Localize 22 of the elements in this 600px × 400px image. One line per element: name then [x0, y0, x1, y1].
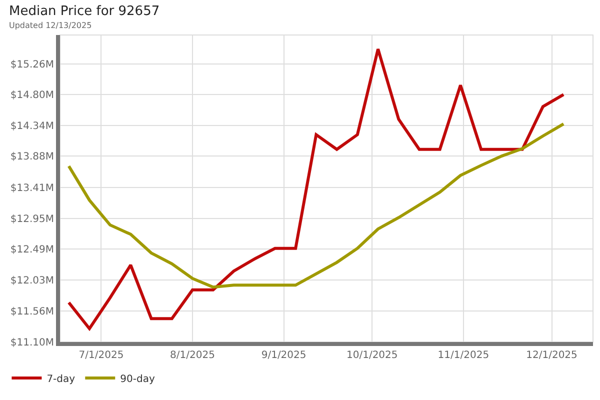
x-tick-label: 12/1/2025: [526, 350, 578, 361]
x-tick-label: 9/1/2025: [261, 350, 306, 361]
y-tick-label: $13.41M: [10, 183, 54, 194]
chart-subtitle: Updated 12/13/2025: [9, 21, 92, 30]
y-tick-label: $12.49M: [10, 244, 54, 256]
y-tick-label: $12.03M: [10, 275, 54, 286]
y-tick-label: $14.34M: [10, 120, 54, 132]
y-tick-label: $14.80M: [10, 90, 54, 102]
x-tick-label: 7/1/2025: [78, 350, 124, 361]
y-tick-label: $15.26M: [10, 59, 54, 70]
line-series: [67, 48, 566, 330]
legend-label: 7-day: [46, 374, 76, 385]
chart-title: Median Price for 92657: [9, 4, 160, 19]
y-tick-label: $12.95M: [10, 214, 54, 225]
legend-label: 90-day: [120, 374, 155, 385]
y-tick-label: $13.88M: [10, 152, 54, 163]
y-tick-label: $11.56M: [10, 306, 54, 318]
x-tick-label: 8/1/2025: [170, 350, 215, 361]
line-series: [67, 122, 566, 289]
x-tick-label: 10/1/2025: [346, 350, 398, 361]
x-tick-label: 11/1/2025: [438, 350, 490, 361]
y-tick-label: $11.10M: [10, 338, 54, 348]
